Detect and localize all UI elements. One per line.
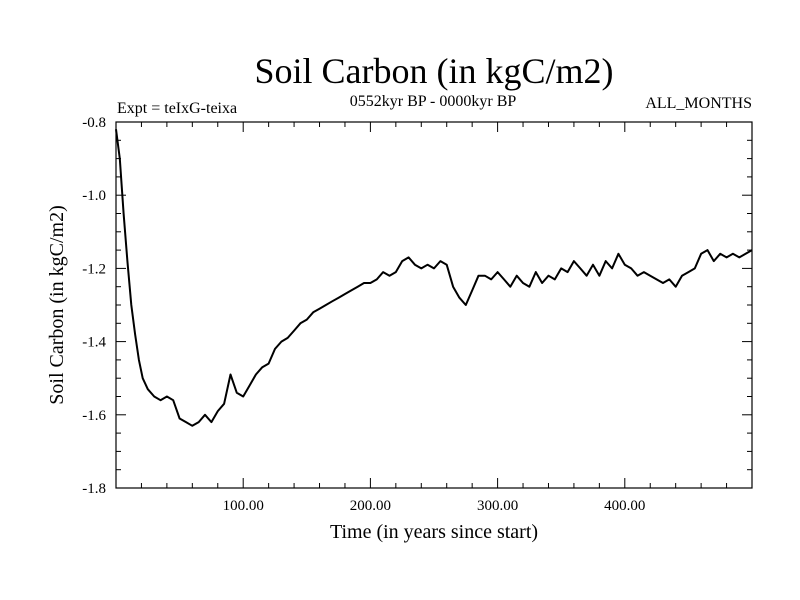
y-axis-label: Soil Carbon (in kgC/m2): [46, 205, 68, 404]
x-tick-labels: 100.00 200.00 300.00 400.00: [223, 498, 646, 514]
x-axis-label: Time (in years since start): [330, 521, 538, 543]
y-tick-label: -1.2: [82, 261, 106, 277]
plot-frame: [115, 121, 753, 489]
x-tick-label: 300.00: [477, 498, 518, 514]
y-tick-label: -1.6: [82, 408, 106, 424]
series-line: [115, 129, 753, 427]
chart-subtitle-left: Expt = teIxG-teixa: [117, 100, 237, 117]
y-tick-label: -1.0: [82, 188, 106, 204]
x-tick-label: 400.00: [604, 498, 645, 514]
axis-ticks: [116, 121, 752, 489]
y-tick-label: -1.4: [82, 335, 106, 351]
chart-subtitle-center: 0552kyr BP - 0000kyr BP: [350, 93, 517, 110]
chart-title: Soil Carbon (in kgC/m2): [255, 51, 614, 91]
y-tick-label: -1.8: [82, 481, 106, 497]
x-tick-label: 100.00: [223, 498, 264, 514]
y-tick-label: -0.8: [82, 115, 106, 131]
x-tick-label: 200.00: [350, 498, 391, 514]
y-tick-labels: -1.8 -1.6 -1.4 -1.2 -1.0 -0.8: [82, 115, 106, 497]
chart-subtitle-right: ALL_MONTHS: [645, 95, 752, 112]
